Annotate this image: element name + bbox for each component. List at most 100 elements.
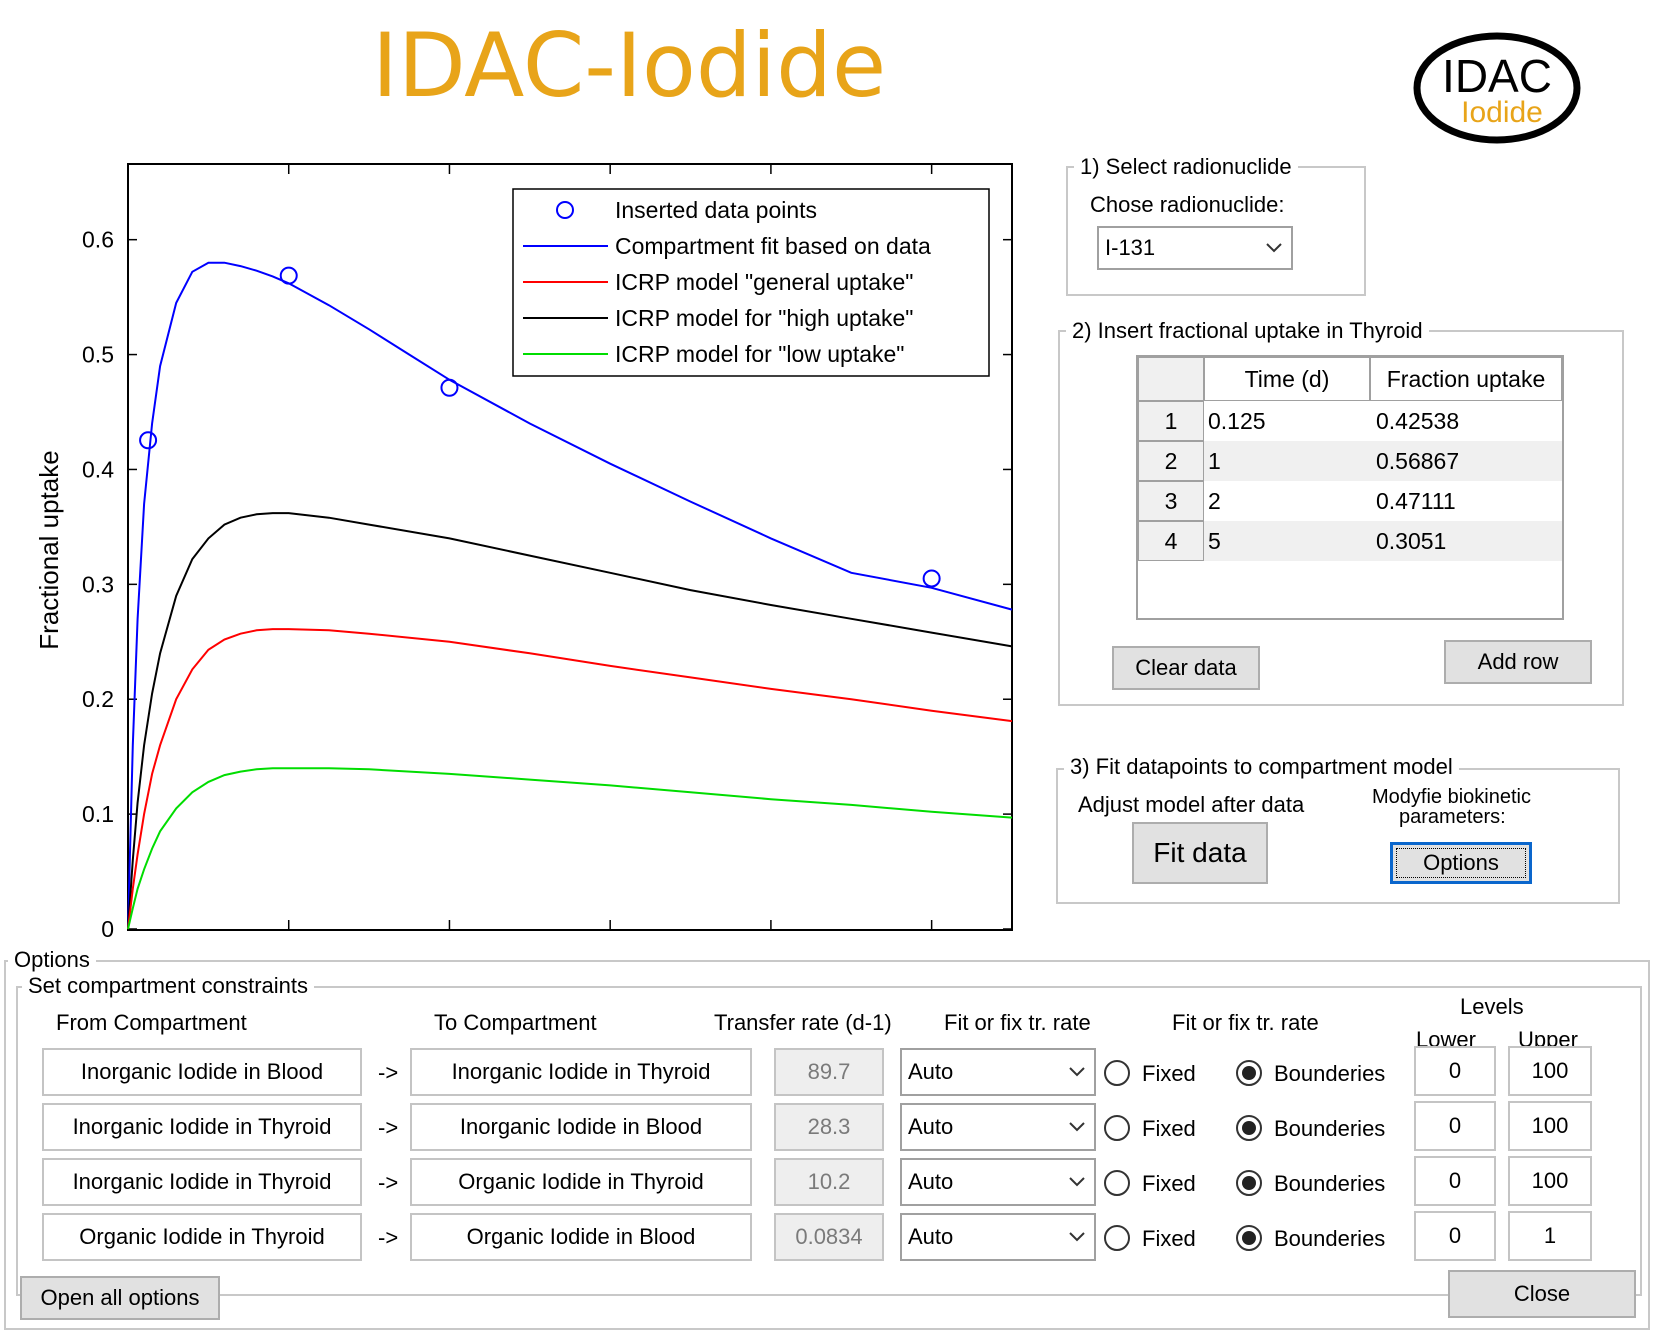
- chevron-down-icon[interactable]: [1257, 228, 1291, 268]
- lower-level-field[interactable]: 0: [1414, 1211, 1496, 1261]
- radionuclide-value: I-131: [1105, 235, 1156, 260]
- chevron-down-icon[interactable]: [1060, 1215, 1094, 1259]
- series-line-1: [127, 512, 1013, 930]
- y-tick-label: 0.4: [82, 456, 114, 482]
- fit-mode-select[interactable]: Auto: [900, 1158, 1096, 1206]
- radionuclide-select[interactable]: I-131: [1097, 226, 1293, 270]
- transfer-rate-field: 0.0834: [774, 1213, 884, 1261]
- fixed-radio[interactable]: [1104, 1060, 1130, 1086]
- lower-level-field[interactable]: 0: [1414, 1101, 1496, 1151]
- radio-selected-dot: [1242, 1066, 1256, 1080]
- fixed-radio[interactable]: [1104, 1170, 1130, 1196]
- bounderies-radio[interactable]: [1236, 1170, 1262, 1196]
- points-layer: [139, 266, 941, 588]
- transfer-rate-field: 28.3: [774, 1103, 884, 1151]
- from-compartment-field[interactable]: Inorganic Iodide in Thyroid: [42, 1158, 362, 1206]
- header-rate: Transfer rate (d-1): [714, 1010, 892, 1035]
- add-row-button[interactable]: Add row: [1444, 640, 1592, 684]
- uptake-chart: 0 0.1 0.2 0.3 0.4 0.5 0.6 Fractional uptake In…: [34, 163, 1013, 942]
- fit-mode-value: Auto: [908, 1114, 954, 1139]
- arrow-text: ->: [378, 1170, 399, 1195]
- uptake-table[interactable]: Time (d) Fraction uptake 1 0.125 0.42538 2 1…: [1136, 355, 1564, 620]
- y-tick-label: 0.5: [82, 342, 114, 368]
- data-point: [139, 431, 158, 450]
- table-row-number[interactable]: 4: [1138, 521, 1204, 561]
- table-cell-fraction[interactable]: 0.47111: [1370, 481, 1562, 521]
- legend-label: ICRP model "general uptake": [615, 269, 913, 295]
- to-compartment-field[interactable]: Organic Iodide in Blood: [410, 1213, 752, 1261]
- lower-level-field[interactable]: 0: [1414, 1156, 1496, 1206]
- transfer-rate-field: 10.2: [774, 1158, 884, 1206]
- modify-label-1: Modyfie biokinetic: [1372, 786, 1531, 808]
- lower-level-field[interactable]: 0: [1414, 1046, 1496, 1096]
- fit-mode-select[interactable]: Auto: [900, 1213, 1096, 1261]
- y-tick-label: 0.6: [82, 227, 114, 253]
- close-button[interactable]: Close: [1448, 1270, 1636, 1318]
- header-fitfix-2: Fit or fix tr. rate: [1172, 1010, 1319, 1035]
- bounderies-radio[interactable]: [1236, 1060, 1262, 1086]
- series-layer: [127, 261, 1013, 930]
- modify-label-2: parameters:: [1399, 806, 1506, 828]
- bounderies-radio[interactable]: [1236, 1115, 1262, 1141]
- data-point: [279, 266, 298, 285]
- upper-level-field[interactable]: 100: [1508, 1101, 1592, 1151]
- table-cell-fraction[interactable]: 0.42538: [1370, 401, 1562, 441]
- table-row-number[interactable]: 1: [1138, 401, 1204, 441]
- upper-level-field[interactable]: 100: [1508, 1046, 1592, 1096]
- upper-level-field[interactable]: 1: [1508, 1211, 1592, 1261]
- upper-level-field[interactable]: 100: [1508, 1156, 1592, 1206]
- options-panel: [4, 960, 1650, 1330]
- from-compartment-field[interactable]: Organic Iodide in Thyroid: [42, 1213, 362, 1261]
- arrow-text: ->: [378, 1060, 399, 1085]
- table-cell-time[interactable]: 0.125: [1204, 401, 1370, 441]
- table-cell-fraction[interactable]: 0.3051: [1370, 521, 1562, 561]
- table-cell-fraction[interactable]: 0.56867: [1370, 441, 1562, 481]
- table-row-number[interactable]: 3: [1138, 481, 1204, 521]
- fixed-radio[interactable]: [1104, 1225, 1130, 1251]
- idac-logo: IDAC Iodide: [1412, 30, 1582, 146]
- table-cell-time[interactable]: 2: [1204, 481, 1370, 521]
- app-title: IDAC-Iodide: [372, 14, 887, 117]
- header-fitfix-1: Fit or fix tr. rate: [944, 1010, 1091, 1035]
- to-compartment-field[interactable]: Organic Iodide in Thyroid: [410, 1158, 752, 1206]
- radionuclide-panel-title: 1) Select radionuclide: [1074, 154, 1298, 180]
- header-to: To Compartment: [434, 1010, 597, 1035]
- constraints-title: Set compartment constraints: [22, 973, 315, 999]
- logo-text-top: IDAC: [1442, 50, 1552, 102]
- chart-legend: Inserted data points Compartment fit base…: [512, 188, 990, 377]
- open-all-options-button[interactable]: Open all options: [20, 1276, 220, 1320]
- chevron-down-icon[interactable]: [1060, 1105, 1094, 1149]
- transfer-rate-field: 89.7: [774, 1048, 884, 1096]
- fixed-label: Fixed: [1142, 1061, 1196, 1086]
- to-compartment-field[interactable]: Inorganic Iodide in Thyroid: [410, 1048, 752, 1096]
- legend-label: ICRP model for "high uptake": [615, 305, 913, 331]
- fixed-label: Fixed: [1142, 1171, 1196, 1196]
- constraints-panel: [16, 986, 1642, 1296]
- from-compartment-field[interactable]: Inorganic Iodide in Thyroid: [42, 1103, 362, 1151]
- table-row-number[interactable]: 2: [1138, 441, 1204, 481]
- table-cell-time[interactable]: 1: [1204, 441, 1370, 481]
- to-compartment-field[interactable]: Inorganic Iodide in Blood: [410, 1103, 752, 1151]
- col-header-time: Time (d): [1204, 357, 1370, 401]
- chevron-down-icon[interactable]: [1060, 1160, 1094, 1204]
- fit-mode-value: Auto: [908, 1224, 954, 1249]
- uptake-panel-title: 2) Insert fractional uptake in Thyroid: [1066, 318, 1429, 344]
- data-point: [922, 569, 941, 588]
- y-tick-label: 0.1: [82, 801, 114, 827]
- from-compartment-field[interactable]: Inorganic Iodide in Blood: [42, 1048, 362, 1096]
- fit-mode-select[interactable]: Auto: [900, 1048, 1096, 1096]
- radio-selected-dot: [1242, 1231, 1256, 1245]
- options-button[interactable]: Options: [1390, 842, 1532, 884]
- fit-data-button[interactable]: Fit data: [1132, 822, 1268, 884]
- options-title: Options: [8, 947, 96, 973]
- fixed-radio[interactable]: [1104, 1115, 1130, 1141]
- table-cell-time[interactable]: 5: [1204, 521, 1370, 561]
- legend-label: Inserted data points: [615, 197, 817, 223]
- clear-data-button[interactable]: Clear data: [1112, 646, 1260, 690]
- chevron-down-icon[interactable]: [1060, 1050, 1094, 1094]
- bounderies-radio[interactable]: [1236, 1225, 1262, 1251]
- adjust-label: Adjust model after data: [1078, 792, 1305, 817]
- logo-text-bottom: Iodide: [1461, 96, 1543, 129]
- y-tick-label: 0: [101, 916, 114, 942]
- fit-mode-select[interactable]: Auto: [900, 1103, 1096, 1151]
